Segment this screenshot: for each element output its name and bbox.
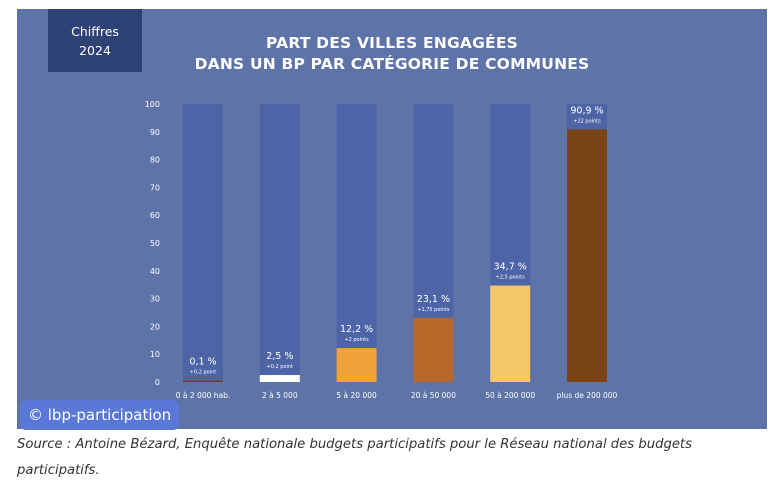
change-label: +0,2 point bbox=[190, 370, 217, 376]
chart-title: PART DES VILLES ENGAGÉES DANS UN BP PAR … bbox=[17, 33, 767, 75]
y-tick-label: 80 bbox=[150, 156, 160, 165]
data-label: 90,9 % bbox=[570, 105, 603, 116]
x-tick-label: plus de 200 000 bbox=[557, 391, 618, 400]
year-badge: Chiffres 2024 bbox=[48, 9, 142, 72]
bar bbox=[336, 348, 377, 382]
x-tick-label: 50 à 200 000 bbox=[485, 391, 535, 400]
bar bbox=[183, 380, 223, 382]
bar-chart: 0 10 20 30 40 50 60 70 80 90 100 0,1 % +0,2 point 0 à… bbox=[145, 100, 618, 400]
bar-track bbox=[259, 104, 300, 382]
data-label: 12,2 % bbox=[340, 324, 373, 335]
photo-credit: © lbp-participation bbox=[20, 400, 180, 430]
change-label: +1,75 points bbox=[417, 307, 450, 313]
figure-caption: Source : Antoine Bézard, Enquête nationa… bbox=[17, 437, 692, 478]
data-label: 2,5 % bbox=[266, 351, 293, 362]
data-label: 0,1 % bbox=[189, 357, 216, 368]
y-tick-label: 0 bbox=[155, 378, 160, 387]
x-tick-label: 2 à 5 000 bbox=[262, 391, 298, 400]
year-badge-label: Chiffres bbox=[71, 24, 119, 39]
y-tick-label: 70 bbox=[150, 183, 160, 192]
change-label: +0,2 point bbox=[267, 364, 294, 370]
y-tick-label: 20 bbox=[150, 322, 160, 331]
bar-track bbox=[183, 104, 223, 382]
bar bbox=[490, 285, 531, 382]
chart-figure: Chiffres 2024 PART DES VILLES ENGAGÉES D… bbox=[17, 9, 767, 429]
y-tick-label: 90 bbox=[150, 128, 160, 137]
bar bbox=[413, 317, 454, 382]
chart-title-line-2: DANS UN BP PAR CATÉGORIE DE COMMUNES bbox=[194, 55, 590, 73]
data-label: 34,7 % bbox=[494, 262, 527, 273]
chart-title-line-1: PART DES VILLES ENGAGÉES bbox=[266, 34, 518, 52]
data-label: 23,1 % bbox=[417, 294, 450, 305]
x-tick-label: 5 à 20 000 bbox=[336, 391, 377, 400]
change-label: +2,5 points bbox=[496, 275, 525, 281]
y-tick-label: 100 bbox=[145, 100, 160, 109]
year-badge-year: 2024 bbox=[79, 43, 111, 58]
x-tick-label: 20 à 50 000 bbox=[411, 391, 456, 400]
y-tick-label: 10 bbox=[150, 350, 160, 359]
change-label: +2 points bbox=[344, 337, 369, 343]
y-tick-label: 50 bbox=[150, 239, 160, 248]
x-tick-label: 0 à 2 000 hab. bbox=[176, 391, 231, 400]
bar bbox=[567, 129, 607, 382]
change-label: +22 points bbox=[573, 118, 601, 124]
y-tick-label: 30 bbox=[150, 295, 160, 304]
bar bbox=[259, 375, 300, 382]
bar-track bbox=[336, 104, 377, 382]
y-tick-label: 40 bbox=[150, 267, 160, 276]
y-tick-label: 60 bbox=[150, 211, 160, 220]
